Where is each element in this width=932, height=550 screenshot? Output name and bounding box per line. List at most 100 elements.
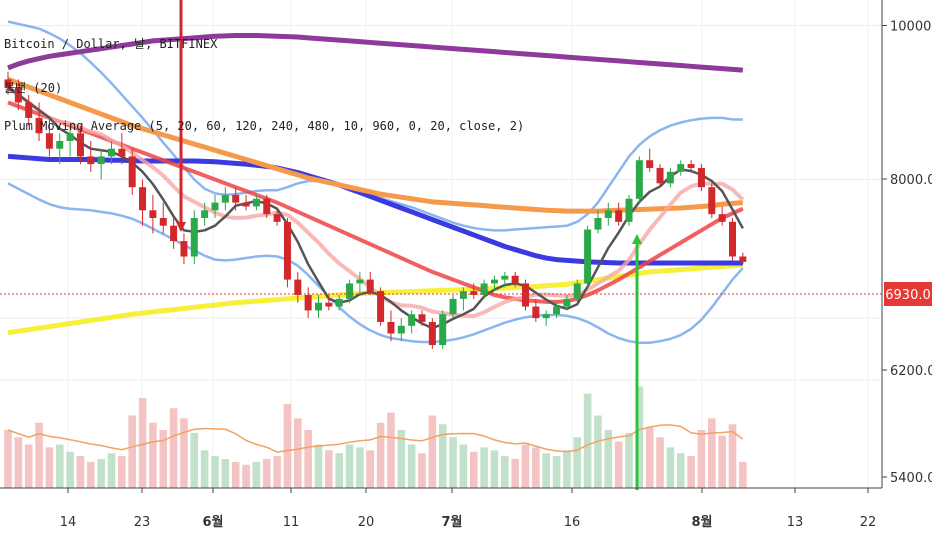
- volume-bar: [376, 422, 385, 488]
- ma-20-line: [7, 100, 744, 304]
- candle-body: [687, 164, 695, 168]
- volume-bar: [418, 453, 426, 488]
- candle-body: [459, 291, 467, 299]
- volume-bar: [728, 424, 737, 488]
- candle-body: [418, 314, 426, 322]
- volume-bar: [625, 432, 633, 488]
- candle-body: [118, 148, 126, 157]
- x-axis-tick-label: 8월: [691, 514, 712, 530]
- volume-bar: [314, 444, 323, 488]
- volume-bar: [87, 461, 95, 488]
- x-axis-tick-label: 7월: [441, 514, 462, 530]
- candle-body: [45, 133, 53, 149]
- volume-bar: [138, 398, 147, 488]
- volume-bar: [190, 432, 199, 488]
- volume-bar: [366, 450, 375, 488]
- y-axis-tick-label: 5400.0: [890, 471, 932, 486]
- volume-bar: [739, 461, 747, 488]
- candle-body: [25, 102, 33, 118]
- volume-bar: [501, 456, 509, 488]
- candle-body: [656, 167, 664, 184]
- candle-body: [190, 218, 198, 257]
- candle-body: [604, 210, 612, 218]
- candle-body: [139, 187, 147, 211]
- volume-bar: [169, 408, 178, 488]
- volume-bar: [552, 456, 561, 488]
- volume-bar: [397, 430, 406, 488]
- volume-bar: [97, 459, 105, 488]
- volume-bars: [4, 386, 747, 488]
- volume-bar: [407, 444, 416, 488]
- y-axis-tick-label: 8000.0: [890, 173, 932, 188]
- candle-body: [221, 194, 229, 203]
- volume-bar: [614, 441, 623, 488]
- volume-bar: [438, 424, 447, 488]
- current-price-label: 6930.0: [885, 288, 931, 303]
- x-axis-tick-label: 23: [134, 515, 151, 530]
- candle-body: [387, 321, 395, 334]
- volume-bar: [428, 415, 437, 488]
- volume-bar: [708, 418, 716, 488]
- candle-body: [366, 279, 374, 292]
- volume-bar: [294, 418, 302, 488]
- legend-bollinger: 볼밴 (20): [4, 81, 62, 95]
- candle-body: [729, 221, 736, 257]
- volume-bar: [635, 386, 644, 488]
- candle-body: [97, 156, 105, 165]
- volume-bar: [687, 456, 695, 488]
- candle-body: [159, 218, 167, 226]
- sell-signal-arrow: [176, 222, 186, 232]
- volume-bar: [449, 437, 457, 488]
- candle-body: [76, 133, 84, 157]
- candle-body: [335, 298, 343, 307]
- candle-body: [283, 221, 291, 280]
- candle-body: [14, 87, 22, 103]
- volume-bar: [107, 453, 116, 488]
- axes: 10000.0 8000.0 6200.0 5400.0 14 23 6월 11 20 7월 16 8…: [0, 0, 932, 530]
- x-axis-tick-label: 6월: [202, 514, 223, 530]
- volume-bar: [242, 464, 250, 488]
- candle-body: [677, 164, 685, 172]
- candle-body: [325, 302, 333, 307]
- candle-body: [149, 210, 157, 218]
- candle-body: [584, 229, 592, 284]
- volume-bar: [345, 444, 354, 488]
- volume-bar: [76, 456, 85, 488]
- volume-bar: [231, 461, 240, 488]
- x-axis-tick-label: 20: [358, 515, 375, 530]
- candle-body: [625, 198, 633, 222]
- candle-body: [263, 198, 271, 215]
- volume-bar: [211, 456, 219, 488]
- candle-body: [511, 275, 519, 284]
- ma-240-line: [7, 33, 744, 73]
- candle-body: [439, 314, 447, 346]
- candle-body: [377, 291, 385, 322]
- candle-body: [542, 314, 550, 319]
- volume-bar: [221, 459, 230, 488]
- volume-bar: [14, 437, 23, 488]
- volume-average-line: [7, 424, 744, 453]
- volume-bar: [604, 430, 613, 488]
- volume-bar: [335, 453, 343, 488]
- candle-body: [428, 321, 436, 346]
- candle-body: [201, 210, 209, 218]
- volume-bar: [24, 444, 33, 488]
- volume-bar: [159, 430, 168, 488]
- candle-body: [128, 156, 136, 188]
- volume-bar: [666, 447, 675, 488]
- candle-body: [304, 295, 312, 311]
- candle-body: [346, 283, 354, 299]
- current-price-tag: 6930.0: [884, 282, 932, 306]
- y-axis-tick-label: 10000.0: [890, 20, 932, 35]
- candle-body: [108, 148, 115, 157]
- x-axis-tick-label: 14: [60, 515, 77, 530]
- volume-bar: [262, 459, 271, 488]
- candle-body: [449, 298, 457, 315]
- volume-bar: [573, 437, 582, 488]
- volume-bar: [532, 447, 540, 488]
- volume-bar: [283, 403, 292, 488]
- candle-body: [573, 283, 581, 299]
- volume-bar: [542, 453, 550, 488]
- candle-body: [635, 160, 643, 199]
